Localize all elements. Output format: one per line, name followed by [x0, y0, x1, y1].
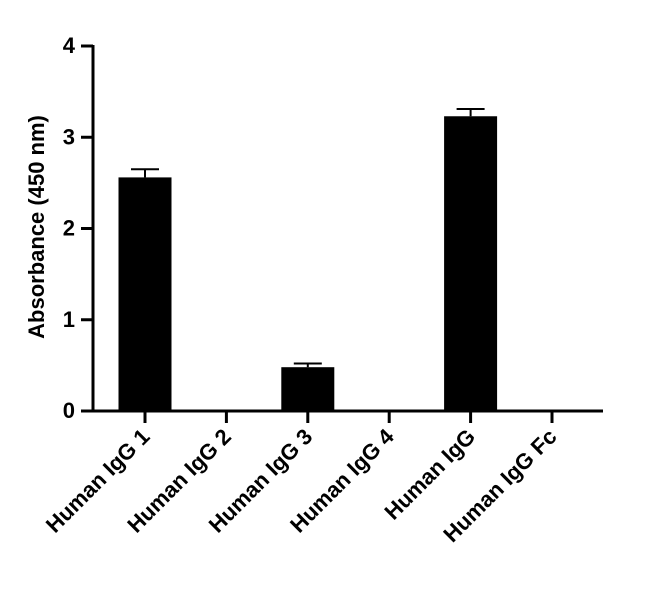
bar [118, 177, 172, 411]
bar [281, 367, 335, 411]
y-tick-label: 4 [63, 33, 76, 58]
y-axis-label: Absorbance (450 nm) [24, 115, 49, 339]
y-ticks: 0 1 2 3 4 [63, 33, 93, 423]
bars-layer [118, 107, 498, 411]
y-tick-label: 2 [63, 216, 75, 241]
y-tick-label: 1 [63, 307, 75, 332]
y-tick-label: 0 [63, 398, 75, 423]
y-tick-label: 3 [63, 124, 75, 149]
bar [444, 116, 498, 411]
